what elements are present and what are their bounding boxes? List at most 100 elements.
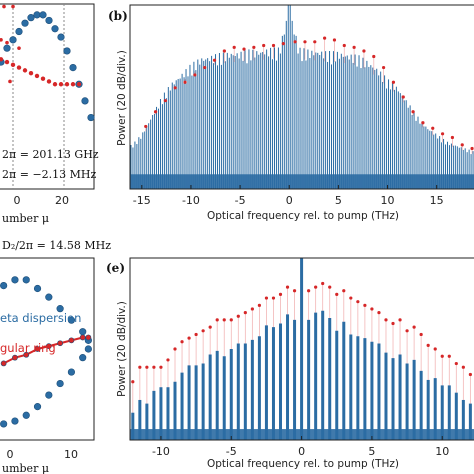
b-marker-point: [281, 42, 285, 46]
e-marker-point: [159, 365, 163, 369]
a-point: [34, 73, 40, 79]
panel-a-frame: [0, 3, 95, 190]
panel-a-points: [0, 4, 95, 122]
a-point: [69, 63, 77, 72]
a-point: [52, 82, 58, 87]
a-point: [10, 62, 16, 68]
b-marker-point: [242, 47, 246, 51]
e-marker-point: [321, 281, 325, 286]
e-marker-point: [222, 318, 226, 322]
panel-d-partial: eta dispersion gular ring 0 10 umber μ: [0, 257, 95, 474]
e-marker-point: [201, 329, 205, 333]
a-point: [22, 68, 28, 73]
d-point: [23, 351, 30, 358]
d-point: [85, 334, 92, 341]
b-marker-point: [440, 132, 445, 136]
a-point: [2, 4, 6, 9]
e-marker-point: [342, 289, 346, 293]
a-point: [51, 25, 59, 33]
b-marker-point: [144, 124, 148, 129]
d-point: [11, 417, 19, 425]
panel-d-points: [0, 276, 92, 428]
e-xtick-label: -10: [152, 445, 170, 458]
e-marker-point: [384, 318, 388, 322]
b-marker-point: [203, 65, 207, 70]
d-point: [45, 293, 53, 301]
d-point: [79, 334, 86, 341]
e-marker-point: [419, 332, 423, 337]
a-point: [27, 14, 35, 22]
b-noise-floor: [130, 174, 474, 189]
e-marker-point: [433, 347, 437, 351]
d-point: [0, 282, 8, 290]
e-marker-point: [363, 303, 367, 307]
b-marker-point: [222, 49, 226, 53]
e-xtick-label: -5: [226, 445, 237, 458]
e-marker-point: [138, 365, 142, 369]
panel-a-xlabel: umber μ: [2, 212, 49, 225]
e-marker-point: [236, 314, 240, 318]
panel-e-ylabel: Power (20 dB/div.): [116, 301, 128, 397]
b-marker-point: [183, 80, 187, 84]
panel-b-ylabel: Power (20 dB/div.): [116, 50, 128, 146]
d-point: [45, 343, 52, 350]
e-marker-point: [264, 296, 269, 300]
a-point: [81, 97, 89, 105]
a-point: [11, 4, 15, 9]
b-marker-point: [153, 110, 158, 114]
b-marker-point: [332, 38, 337, 42]
a-point: [0, 38, 3, 42]
a-point: [4, 59, 10, 65]
d-point: [79, 354, 87, 362]
panel-a-annot1: 2π = 201.13 GHz: [2, 148, 99, 161]
e-marker-point: [440, 354, 444, 358]
e-marker-point: [194, 332, 198, 337]
b-marker-point: [352, 45, 356, 49]
a-point: [16, 65, 22, 70]
a-point: [39, 11, 47, 19]
b-marker-point: [421, 121, 425, 125]
d-point: [79, 328, 87, 336]
e-marker-point: [152, 365, 156, 369]
b-xtick-label: 5: [335, 194, 342, 207]
b-marker-point: [362, 49, 366, 53]
a-point: [5, 40, 9, 45]
panel-d-legend-1: eta dispersion: [0, 311, 81, 325]
panel-a-annot2: 2π = −2.13 MHz: [2, 168, 96, 181]
e-marker-point: [314, 285, 318, 289]
b-marker-point: [450, 135, 455, 140]
e-marker-point: [412, 325, 416, 329]
panel-b: (b) -15 -10 -5 0 5 10 15 Power (20 dB/div.) Op…: [108, 4, 474, 222]
b-marker-point: [212, 58, 217, 62]
b-marker-point: [293, 40, 297, 44]
e-marker-point: [377, 311, 381, 315]
e-marker-point: [257, 303, 261, 307]
b-xtick-label: 10: [381, 194, 395, 207]
a-point: [76, 82, 82, 87]
a-point: [0, 57, 4, 62]
b-marker-point: [271, 43, 276, 48]
e-marker-point: [278, 292, 283, 296]
a-point: [46, 79, 52, 84]
a-point: [64, 82, 70, 87]
panel-d-xtick-10: 10: [64, 448, 78, 461]
b-marker-point: [252, 45, 256, 49]
b-marker-point: [173, 86, 177, 90]
panel-e-label: (e): [106, 261, 125, 275]
a-point: [8, 79, 12, 84]
b-marker-point: [262, 43, 266, 48]
panel-a-partial: 2π = 201.13 GHz 2π = −2.13 MHz 0 20 umbe…: [0, 3, 111, 252]
b-marker-point: [460, 143, 464, 147]
a-point: [58, 82, 64, 87]
a-point: [15, 27, 23, 36]
a-point: [28, 70, 34, 76]
e-marker-point: [307, 289, 311, 293]
panel-e: (e) -10 -5 0 5 10 Power (20 dB/div.) Optical…: [106, 257, 474, 470]
b-marker-point: [401, 95, 405, 99]
panel-e-frame: [129, 257, 474, 441]
d-point: [33, 284, 42, 293]
b-xtick-label: -15: [133, 194, 151, 207]
panel-e-xlabel: Optical frequency rel. to pump (THz): [207, 458, 399, 470]
e-marker-point: [187, 336, 191, 340]
